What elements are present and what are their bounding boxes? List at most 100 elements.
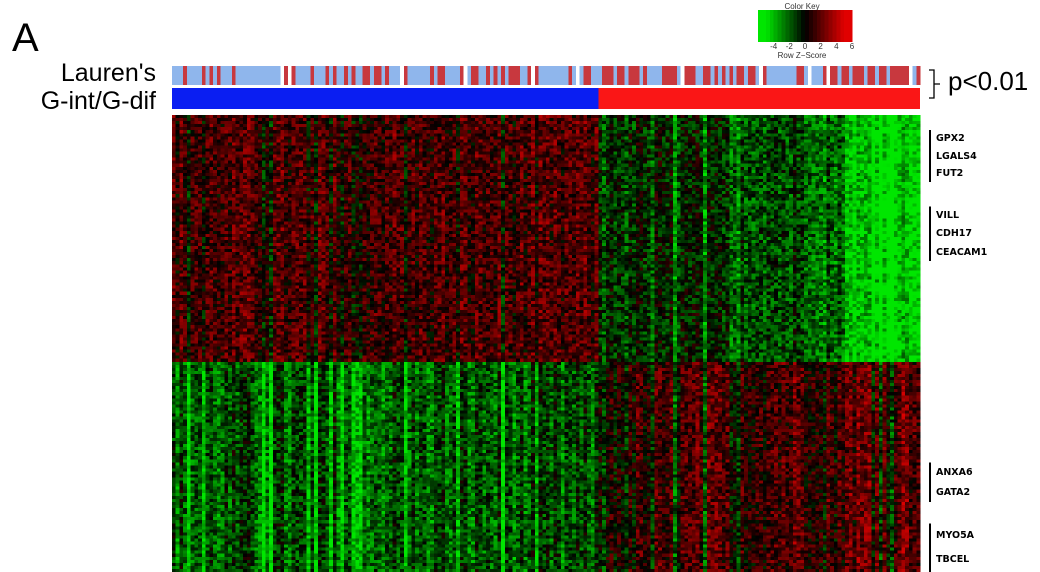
heatmap-cell xyxy=(583,115,587,118)
heatmap-cell xyxy=(733,115,737,118)
heatmap-cell xyxy=(654,127,658,130)
heatmap-cell xyxy=(314,127,318,130)
lauren-cell xyxy=(681,66,685,85)
heatmap-cell xyxy=(378,133,382,136)
heatmap-cell xyxy=(550,124,554,127)
heatmap-cell xyxy=(883,121,887,124)
heatmap-cell xyxy=(740,133,744,136)
heatmap-cell xyxy=(239,121,243,124)
heatmap-cell xyxy=(460,145,464,148)
heatmap-cell xyxy=(419,127,423,130)
heatmap-cell xyxy=(490,145,494,148)
heatmap-cell xyxy=(864,139,868,142)
heatmap-cell xyxy=(385,155,389,158)
heatmap-cell xyxy=(684,139,688,142)
heatmap-cell xyxy=(228,145,232,148)
heatmap-cell xyxy=(662,115,666,118)
lauren-cell xyxy=(621,66,625,85)
heatmap-cell xyxy=(236,121,240,124)
heatmap-cell xyxy=(194,121,198,124)
lauren-cell xyxy=(187,66,191,85)
heatmap-cell xyxy=(172,155,176,158)
heatmap-cell xyxy=(654,115,658,118)
heatmap-cell xyxy=(901,149,905,152)
heatmap-cell xyxy=(905,139,909,142)
heatmap-cell xyxy=(352,121,356,124)
heatmap-cell xyxy=(224,152,228,155)
heatmap-cell xyxy=(613,124,617,127)
heatmap-cell xyxy=(714,139,718,142)
heatmap-cell xyxy=(797,124,801,127)
lauren-cell xyxy=(834,66,838,85)
heatmap-cell xyxy=(415,155,419,158)
heatmap-cell xyxy=(527,118,531,121)
lauren-cell xyxy=(464,66,468,85)
heatmap-cell xyxy=(759,152,763,155)
heatmap-cell xyxy=(886,155,890,158)
heatmap-cell xyxy=(849,142,853,145)
heatmap-cell xyxy=(318,127,322,130)
heatmap-cell xyxy=(239,152,243,155)
heatmap-cell xyxy=(871,115,875,118)
heatmap-cell xyxy=(778,139,782,142)
heatmap-cell xyxy=(827,136,831,139)
heatmap-cell xyxy=(224,136,228,139)
heatmap-cell xyxy=(393,121,397,124)
heatmap-cell xyxy=(815,155,819,158)
heatmap-cell xyxy=(722,121,726,124)
heatmap-cell xyxy=(329,158,333,161)
lauren-cell xyxy=(602,66,606,85)
heatmap-cell xyxy=(247,149,251,152)
heatmap-cell xyxy=(883,124,887,127)
heatmap-cell xyxy=(740,149,744,152)
heatmap-cell xyxy=(209,158,213,161)
heatmap-cell xyxy=(475,118,479,121)
heatmap-cell xyxy=(703,149,707,152)
heatmap-cell xyxy=(352,127,356,130)
heatmap-cell xyxy=(812,139,816,142)
heatmap-cell xyxy=(610,115,614,118)
lauren-cell xyxy=(479,66,483,85)
heatmap-cell xyxy=(763,124,767,127)
heatmap-cell xyxy=(236,115,240,118)
heatmap-cell xyxy=(752,149,756,152)
lauren-cell xyxy=(438,66,442,85)
heatmap-cell xyxy=(340,133,344,136)
heatmap-cell xyxy=(539,155,543,158)
heatmap-cell xyxy=(191,145,195,148)
heatmap-cell xyxy=(505,130,509,133)
heatmap-cell xyxy=(531,139,535,142)
heatmap-cell xyxy=(243,139,247,142)
heatmap-cell xyxy=(752,145,756,148)
heatmap-cell xyxy=(337,121,341,124)
heatmap-cell xyxy=(864,136,868,139)
heatmap-cell xyxy=(658,155,662,158)
heatmap-cell xyxy=(576,115,580,118)
heatmap-cell xyxy=(378,158,382,161)
heatmap-cell xyxy=(430,124,434,127)
heatmap-cell xyxy=(733,127,737,130)
lauren-cell xyxy=(789,66,793,85)
heatmap-cell xyxy=(755,136,759,139)
heatmap-cell xyxy=(385,115,389,118)
heatmap-cell xyxy=(363,118,367,121)
heatmap-cell xyxy=(841,118,845,121)
heatmap-cell xyxy=(187,136,191,139)
heatmap-cell xyxy=(576,145,580,148)
heatmap-cell xyxy=(194,127,198,130)
heatmap-cell xyxy=(718,142,722,145)
heatmap-cell xyxy=(251,136,255,139)
heatmap-cell xyxy=(812,136,816,139)
heatmap-cell xyxy=(385,158,389,161)
heatmap-cell xyxy=(441,145,445,148)
heatmap-cell xyxy=(636,142,640,145)
heatmap-cell xyxy=(213,130,217,133)
heatmap-cell xyxy=(273,115,277,118)
heatmap-cell xyxy=(359,142,363,145)
heatmap-cell xyxy=(423,118,427,121)
heatmap-cell xyxy=(913,130,917,133)
heatmap-cell xyxy=(389,115,393,118)
heatmap-cell xyxy=(232,115,236,118)
heatmap-cell xyxy=(449,152,453,155)
heatmap-cell xyxy=(441,124,445,127)
